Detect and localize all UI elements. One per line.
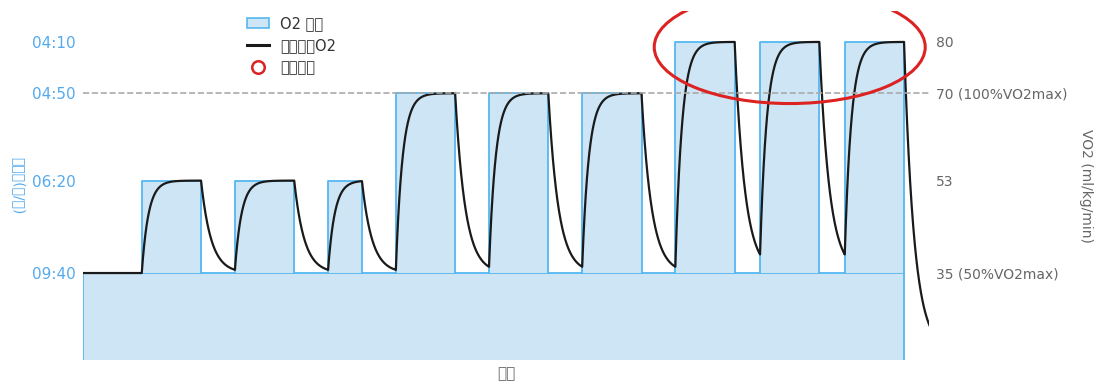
Legend: O2 要件, 運ばれるO2, 酸素欠乏: O2 要件, 運ばれるO2, 酸素欠乏	[243, 11, 341, 80]
X-axis label: 時間: 時間	[497, 366, 516, 381]
Y-axis label: VO2 (ml/kg/min): VO2 (ml/kg/min)	[1079, 129, 1093, 243]
Y-axis label: ペース(分/秒): ペース(分/秒)	[11, 157, 25, 214]
